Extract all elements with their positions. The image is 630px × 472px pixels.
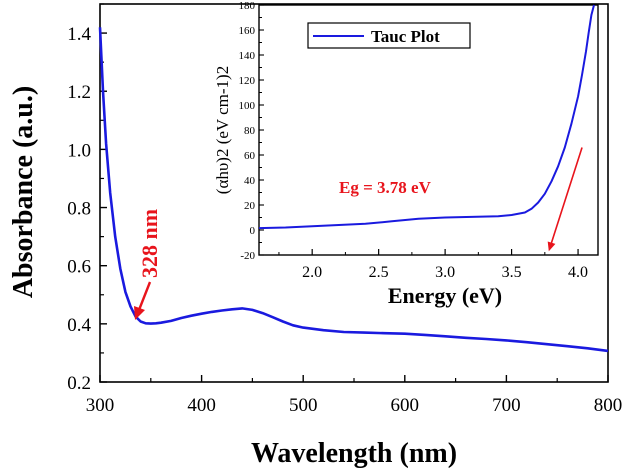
inset-x-tick-label: 4.0: [568, 264, 588, 281]
inset-y-tick-label: 80: [244, 125, 256, 137]
main-x-tick-label: 400: [187, 395, 216, 416]
main-x-tick-label: 800: [594, 395, 623, 416]
tauc-line: [258, 4, 595, 230]
inset-x-tick-label: 2.5: [369, 264, 389, 281]
inset-y-tick-label: 60: [244, 150, 256, 162]
main-chart: 300 400 500 600 700 800 0.20.40.60.81.01.21.4…: [8, 3, 623, 469]
inset-y-tick-label: 40: [244, 175, 256, 187]
main-y-tick-label: 1.2: [67, 82, 91, 103]
inset-y-axis-title: (αhυ)2 (eV cm-1)2: [213, 66, 232, 194]
inset-x-tick-label: 3.5: [502, 264, 522, 281]
inset-y-tick-label: 100: [239, 100, 256, 112]
tauc-fit-arrow-head: [547, 241, 556, 252]
peak-label: 328 nm: [137, 209, 162, 278]
absorbance-line: [98, 27, 609, 353]
main-y-ticks: 0.2 0.4 0.6 0.8 1.0 1.2 1.4: [67, 3, 107, 394]
inset-x-tick-label: 3.0: [435, 264, 455, 281]
main-x-ticks: 300 400 500 600 700 800: [86, 375, 623, 416]
inset-y-axis-title-text: (αhυ)2 (eV cm-1)2: [213, 66, 232, 194]
inset-chart: 2.0 2.5 3.0 3.5 4.0 -20 0 20 40 60 80 100 120 140 160…: [213, 0, 599, 308]
peak-arrow-shaft: [137, 281, 152, 311]
main-y-tick-label: 0.8: [67, 199, 91, 220]
inset-y-tick-label: -20: [240, 250, 255, 262]
inset-x-axis-title: Energy (eV): [388, 283, 502, 308]
peak-annotation: 328 nm: [134, 209, 162, 320]
main-y-tick-label: 0.6: [67, 257, 91, 278]
main-y-axis-title: Absorbance (a.u.): [8, 86, 39, 298]
inset-y-tick-label: 140: [239, 50, 256, 62]
main-x-tick-label: 700: [492, 395, 521, 416]
inset-y-tick-label: 160: [239, 25, 256, 37]
main-y-tick-label: 1.0: [67, 140, 91, 161]
tauc-fit-line: [549, 147, 583, 246]
main-y-tick-label: 1.4: [67, 24, 91, 45]
inset-y-tick-label: 120: [239, 75, 256, 87]
main-x-axis-title: Wavelength (nm): [251, 438, 457, 469]
inset-y-tick-label: 180: [239, 0, 256, 12]
inset-legend: Tauc Plot: [307, 22, 471, 49]
inset-y-tick-label: 20: [244, 200, 256, 212]
inset-y-tick-label: 0: [250, 225, 256, 237]
main-y-tick-label: 0.2: [67, 373, 91, 394]
legend-label: Tauc Plot: [371, 27, 440, 46]
main-x-tick-label: 500: [289, 395, 318, 416]
peak-arrow-head: [134, 306, 145, 320]
band-gap-label: Eg = 3.78 eV: [339, 178, 432, 197]
main-x-tick-label: 300: [86, 395, 115, 416]
inset-x-ticks: 2.0 2.5 3.0 3.5 4.0: [278, 249, 588, 281]
inset-x-tick-label: 2.0: [302, 264, 322, 281]
inset-y-ticks: -20 0 20 40 60 80 100 120 140 160 180: [239, 0, 264, 262]
main-x-tick-label: 600: [391, 395, 420, 416]
main-y-tick-label: 0.4: [67, 315, 91, 336]
